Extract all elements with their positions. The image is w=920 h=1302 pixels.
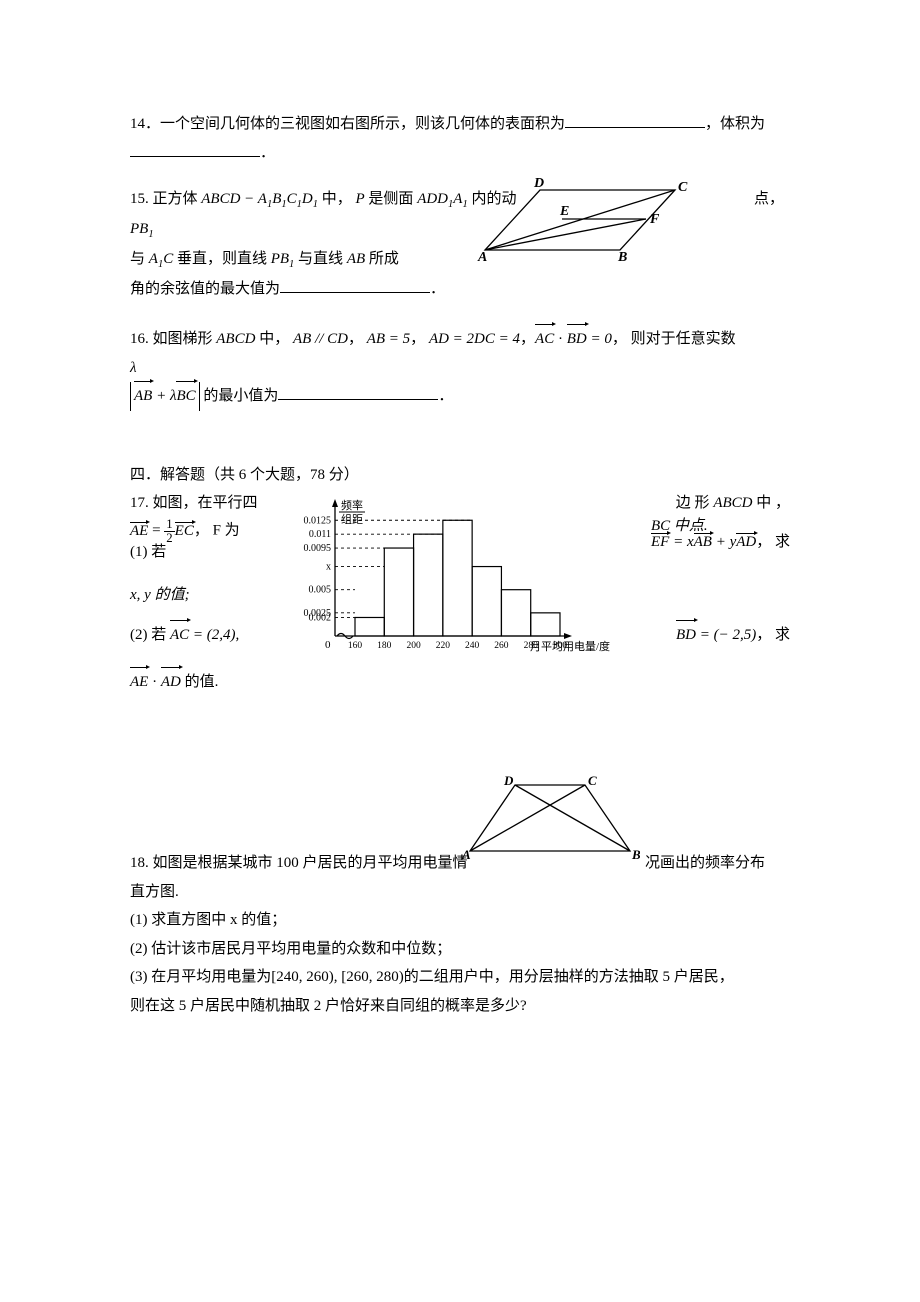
q17-histogram: 频率组距0.01250.0110.0095x0.0050.00250.00201… xyxy=(280,491,610,669)
q15-figure: A B C D E F xyxy=(470,175,690,276)
histogram-svg: 频率组距0.01250.0110.0095x0.0050.00250.00201… xyxy=(280,491,610,661)
label-C: C xyxy=(678,180,688,195)
parallelogram-svg: A B C D E F xyxy=(470,175,690,265)
question-14: 14．一个空间几何体的三视图如右图所示，则该几何体的表面积为 ，体积为 ． xyxy=(130,110,790,167)
svg-text:0.011: 0.011 xyxy=(309,529,331,540)
q15-num: 15. xyxy=(130,191,149,207)
q14-text-b: ，体积为 xyxy=(705,116,765,132)
svg-text:160: 160 xyxy=(348,641,363,651)
q14-text-a: 一个空间几何体的三视图如右图所示，则该几何体的表面积为 xyxy=(160,116,565,132)
q15-p: P xyxy=(356,191,365,207)
svg-text:频率: 频率 xyxy=(341,498,363,512)
svg-text:x: x xyxy=(326,562,331,573)
q14-blank-1[interactable] xyxy=(565,112,705,128)
label-E: E xyxy=(559,204,569,219)
label-D: D xyxy=(533,176,544,191)
svg-text:月平均用电量/度: 月平均用电量/度 xyxy=(530,639,610,653)
question-18: A B C D 18. 如图是根据某城市 100 户居民的月平均用电量情 况画出… xyxy=(130,849,790,1020)
question-16: 16. 如图梯形 ABCD 中， AB // CD， AB = 5， AD = … xyxy=(130,325,790,411)
q16-blank[interactable] xyxy=(278,384,438,400)
trapezoid-svg: A B C D xyxy=(460,773,640,861)
svg-text:D: D xyxy=(503,773,514,788)
q14-num: 14． xyxy=(130,116,160,132)
svg-text:0.0095: 0.0095 xyxy=(304,543,332,554)
q15-blank[interactable] xyxy=(280,277,430,293)
label-F: F xyxy=(649,212,660,227)
label-A: A xyxy=(477,250,487,265)
svg-text:0.002: 0.002 xyxy=(309,613,332,624)
svg-text:180: 180 xyxy=(377,641,392,651)
svg-text:220: 220 xyxy=(436,641,451,651)
q14-blank-2[interactable] xyxy=(130,141,260,157)
q15-cube: ABCD − A1B1C1D1 xyxy=(201,191,318,207)
label-B: B xyxy=(617,250,627,265)
svg-text:组距: 组距 xyxy=(341,512,363,526)
svg-text:A: A xyxy=(461,847,471,861)
svg-text:0.005: 0.005 xyxy=(309,585,332,596)
q14-text-c: ． xyxy=(260,145,275,161)
svg-text:C: C xyxy=(588,773,597,788)
svg-text:0.0125: 0.0125 xyxy=(304,516,332,527)
svg-text:260: 260 xyxy=(494,641,509,651)
question-15: A B C D E F 15. 正方体 ABCD − A1B1C1D1 中， P… xyxy=(130,185,790,303)
svg-text:B: B xyxy=(631,847,640,861)
svg-text:200: 200 xyxy=(406,641,421,651)
q18-figure: A B C D xyxy=(460,773,640,870)
section-4-heading: 四．解答题（共 6 个大题，78 分） xyxy=(130,461,790,490)
svg-text:0: 0 xyxy=(325,639,331,651)
svg-text:240: 240 xyxy=(465,641,480,651)
question-17: 频率组距0.01250.0110.0095x0.0050.00250.00201… xyxy=(130,489,790,739)
